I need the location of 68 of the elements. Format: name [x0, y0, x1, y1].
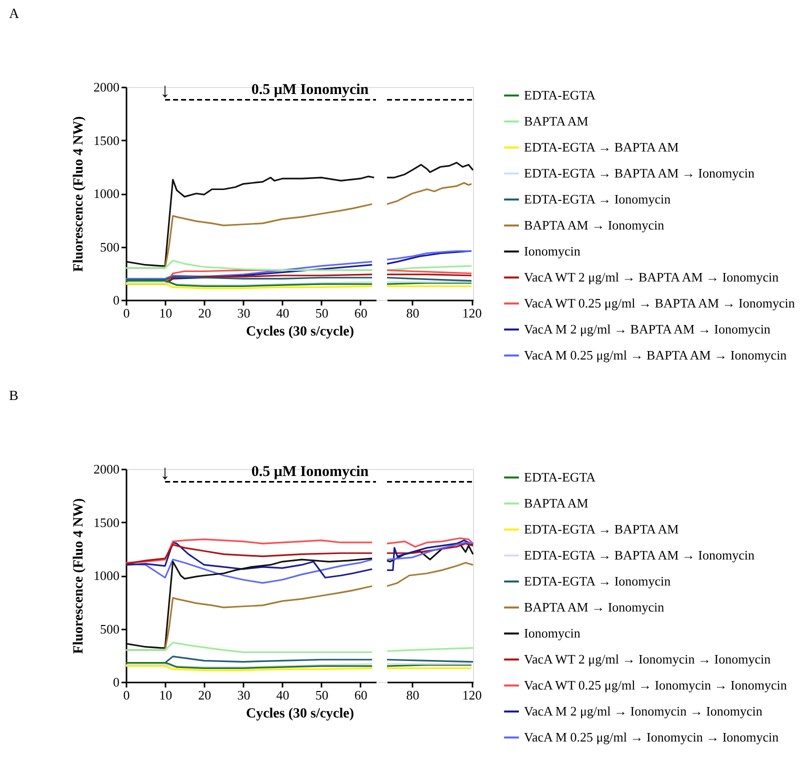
- legend-label: EDTA-EGTA → BAPTA AM: [524, 140, 680, 154]
- legend-label: EDTA-EGTA → BAPTA AM: [524, 522, 680, 536]
- legend-label: EDTA-EGTA → BAPTA AM → Ionomycin: [524, 548, 756, 562]
- x-axis-title: Cycles (30 s/cycle): [246, 706, 354, 722]
- annotation: ↓: [160, 462, 170, 484]
- x-tick-label: 0: [123, 688, 130, 702]
- y-tick-label: 0: [113, 292, 120, 308]
- x-tick-label: 50: [315, 688, 328, 702]
- text: A: [9, 7, 20, 22]
- legend-label: Ionomycin: [524, 244, 581, 258]
- line-series: [125, 542, 373, 578]
- x-tick-label: 30: [237, 306, 250, 320]
- legend-label: EDTA-EGTA → Ionomycin: [524, 192, 672, 206]
- legend-label: VacA WT 2 μg/ml → BAPTA AM → Ionomycin: [524, 270, 780, 284]
- legend-label: EDTA-EGTA → BAPTA AM → Ionomycin: [524, 166, 756, 180]
- legend-label: EDTA-EGTA: [524, 470, 596, 484]
- legend-label: VacA M 0.25 μg/ml → BAPTA AM → Ionomycin: [524, 348, 788, 362]
- line-series: [125, 538, 373, 564]
- y-tick-label: 1000: [94, 186, 120, 201]
- x-tick-label: 10: [159, 306, 172, 320]
- x-tick-label: 50: [315, 306, 328, 320]
- legend-label: BAPTA AM: [524, 114, 589, 128]
- x-tick-label: 40: [276, 306, 290, 320]
- y-tick-label: 500: [100, 239, 120, 254]
- x-tick-label: 20: [198, 688, 212, 702]
- x-tick-label: 10: [159, 688, 172, 702]
- legend-label: Ionomycin: [524, 626, 581, 640]
- x-tick-label: 120: [462, 306, 482, 320]
- legend-label: VacA M 2 μg/ml → BAPTA AM → Ionomycin: [524, 322, 771, 336]
- x-tick-label: 20: [198, 306, 212, 320]
- y-axis-title: Fluorescence (Fluo 4 NW): [72, 498, 86, 654]
- y-tick-label: 1000: [94, 568, 120, 583]
- legend-label: EDTA-EGTA: [524, 88, 596, 102]
- line-series: [125, 642, 373, 653]
- x-tick-label: 30: [237, 688, 250, 702]
- x-tick-label: 60: [354, 688, 368, 702]
- x-tick-label: 80: [406, 688, 420, 702]
- y-tick-label: 1500: [94, 514, 120, 530]
- x-axis-title: Cycles (30 s/cycle): [246, 324, 354, 340]
- legend-label: BAPTA AM: [524, 496, 589, 510]
- x-tick-label: 120: [462, 688, 482, 702]
- line-series: [125, 558, 373, 649]
- y-tick-label: 1500: [94, 132, 120, 148]
- legend-label: VacA WT 0.25 μg/ml → BAPTA AM → Ionomycin: [524, 296, 796, 310]
- x-tick-label: 60: [354, 306, 368, 320]
- y-tick-label: 2000: [94, 80, 120, 94]
- line-series: [125, 544, 373, 565]
- legend-label: VacA WT 2 μg/ml → Ionomycin → Ionomycin: [524, 652, 772, 666]
- line-series: [125, 176, 375, 267]
- legend-label: EDTA-EGTA → Ionomycin: [524, 574, 672, 588]
- x-tick-label: 0: [123, 306, 130, 320]
- legend-label: VacA WT 0.25 μg/ml → Ionomycin → Ionomycin: [524, 678, 788, 692]
- y-axis-title: Fluorescence (Fluo 4 NW): [72, 116, 86, 272]
- x-tick-label: 40: [276, 688, 290, 702]
- annotation: 0.5 μM Ionomycin: [251, 82, 370, 98]
- text: B: [9, 389, 18, 404]
- line-series: [125, 260, 373, 271]
- y-tick-label: 2000: [94, 462, 120, 476]
- y-tick-label: 0: [113, 674, 120, 690]
- legend-label: VacA M 0.25 μg/ml → Ionomycin → Ionomycin: [524, 730, 780, 744]
- y-tick-label: 500: [100, 621, 120, 636]
- legend-label: VacA M 2 μg/ml → Ionomycin → Ionomycin: [524, 704, 763, 718]
- x-tick-label: 80: [406, 306, 420, 320]
- legend-label: BAPTA AM → Ionomycin: [524, 600, 665, 614]
- line-series: [125, 260, 373, 280]
- annotation: 0.5 μM Ionomycin: [251, 464, 370, 480]
- legend-label: BAPTA AM → Ionomycin: [524, 218, 665, 232]
- annotation: ↓: [160, 80, 170, 102]
